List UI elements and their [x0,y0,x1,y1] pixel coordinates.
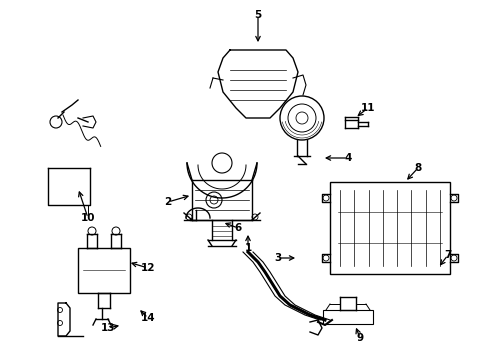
Text: 11: 11 [361,103,375,113]
Text: 3: 3 [274,253,282,263]
Text: 13: 13 [101,323,115,333]
Text: 5: 5 [254,10,262,20]
Bar [330,182,450,274]
Bar [78,248,130,293]
Text: 7: 7 [444,250,452,260]
Text: 6: 6 [234,223,242,233]
Text: 10: 10 [81,213,95,223]
Bar [323,310,373,324]
Text: 1: 1 [245,243,252,253]
Text: 12: 12 [141,263,155,273]
Text: 2: 2 [164,197,171,207]
Text: 8: 8 [415,163,421,173]
Text: 4: 4 [344,153,352,163]
Text: 9: 9 [356,333,364,343]
Text: 14: 14 [141,313,155,323]
